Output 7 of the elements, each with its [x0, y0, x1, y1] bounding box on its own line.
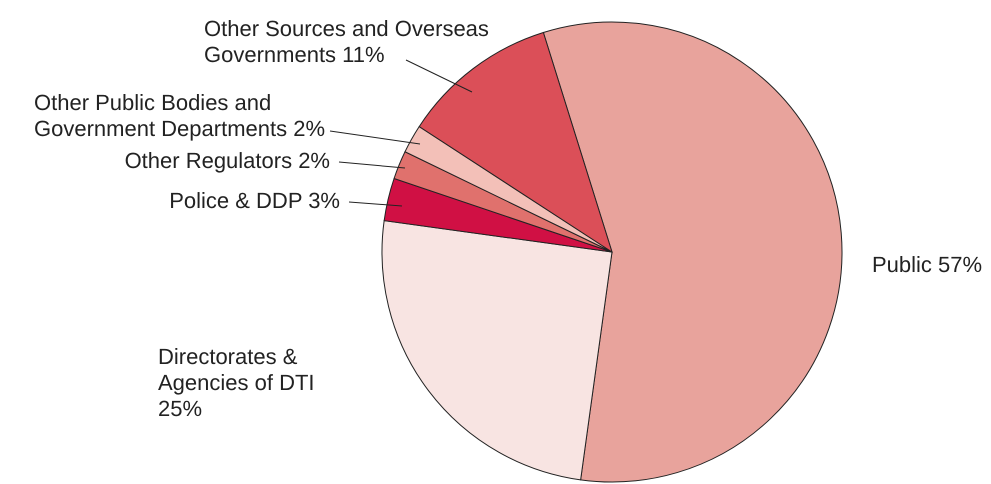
slice-label: Public 57% — [872, 252, 982, 277]
slice-label: Police & DDP 3% — [169, 188, 340, 213]
data-label: 25% — [158, 396, 202, 421]
slice-label: Directorates & Agencies of DTI — [158, 344, 315, 395]
slice-label: Other Sources and Overseas Governments 11% — [204, 16, 489, 67]
slice-label: Other Regulators 2% — [124, 148, 330, 173]
slice-label: Other Public Bodies and Government Departments 2% — [34, 90, 326, 141]
